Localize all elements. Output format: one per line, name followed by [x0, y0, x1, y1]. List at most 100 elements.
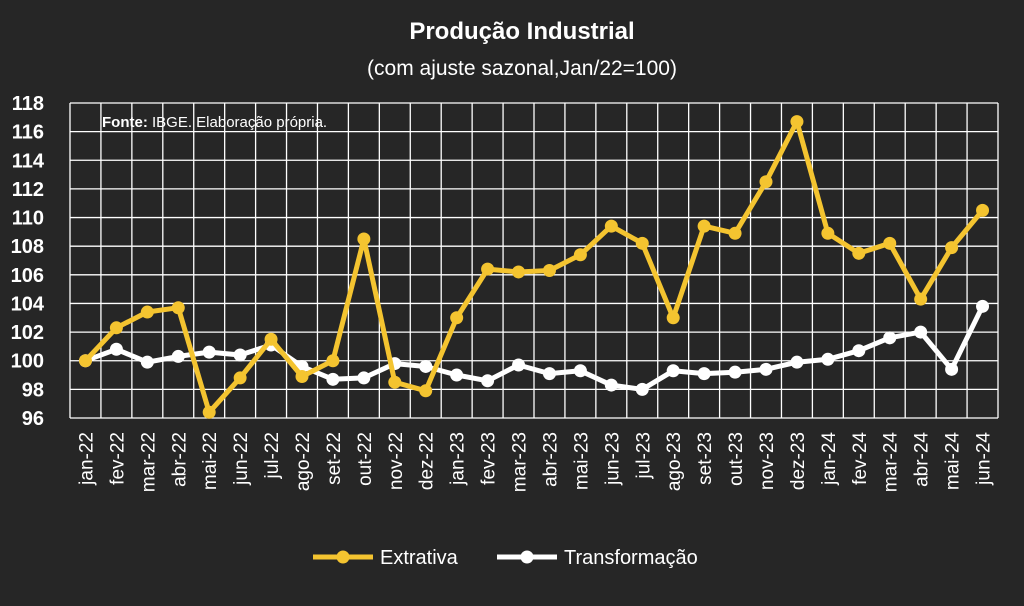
x-axis: jan-22 fev-22 mar-22 abr-22 mai-22 jun-22 jul-…	[76, 432, 994, 493]
data-point	[976, 203, 990, 217]
data-point	[140, 305, 154, 319]
y-tick-label: 108	[11, 236, 44, 258]
data-point	[78, 354, 92, 368]
y-tick-label: 116	[12, 122, 44, 144]
x-tick-label: dez-23	[788, 432, 809, 490]
data-point	[264, 332, 278, 346]
data-point	[697, 367, 711, 381]
legend-marker	[336, 550, 350, 564]
data-point	[140, 355, 154, 369]
legend-label: Transformação	[564, 547, 698, 569]
data-point	[604, 219, 618, 233]
x-tick-label: jan-22	[76, 432, 97, 486]
data-point	[326, 354, 340, 368]
series	[78, 115, 990, 419]
y-axis: 96 98 100 102 104 106 108 110 112 114 116 118	[11, 93, 45, 430]
data-point	[666, 364, 680, 378]
data-point	[852, 246, 866, 260]
data-point	[481, 374, 495, 388]
data-point	[635, 382, 649, 396]
x-tick-label: mai-23	[571, 432, 592, 490]
data-point	[419, 384, 433, 398]
y-tick-label: 102	[11, 322, 44, 344]
data-point	[202, 345, 216, 359]
data-point	[759, 362, 773, 376]
data-point	[419, 359, 433, 373]
data-point	[759, 175, 773, 189]
data-point	[573, 248, 587, 262]
x-tick-label: nov-23	[757, 432, 778, 490]
source-note-label: Fonte:	[102, 114, 148, 131]
data-point	[357, 371, 371, 385]
x-tick-label: jul-23	[633, 432, 654, 479]
data-point	[728, 365, 742, 379]
y-tick-label: 106	[11, 265, 44, 287]
data-point	[883, 236, 897, 250]
data-point	[852, 344, 866, 358]
x-tick-label: ago-22	[293, 432, 314, 491]
data-point	[388, 375, 402, 389]
legend-item: Transformação	[497, 547, 698, 569]
x-tick-label: fev-24	[850, 432, 871, 485]
data-point	[604, 378, 618, 392]
data-point	[821, 352, 835, 366]
legend-label: Extrativa	[380, 547, 459, 569]
data-point	[542, 367, 556, 381]
series-group	[78, 115, 990, 419]
data-point	[233, 348, 247, 362]
chart-subtitle: (com ajuste sazonal,Jan/22=100)	[367, 57, 677, 80]
data-point	[295, 369, 309, 383]
data-point	[542, 264, 556, 278]
y-tick-label: 100	[11, 351, 44, 373]
data-point	[697, 219, 711, 233]
data-point	[357, 232, 371, 246]
x-tick-label: jul-22	[262, 432, 283, 479]
x-tick-label: out-22	[355, 432, 376, 486]
data-point	[666, 311, 680, 325]
x-tick-label: abr-24	[912, 432, 933, 487]
y-tick-label: 118	[12, 93, 44, 115]
x-tick-label: dez-22	[417, 432, 438, 490]
x-tick-label: mar-22	[138, 432, 159, 492]
x-tick-label: out-23	[726, 432, 747, 486]
data-point	[945, 241, 959, 255]
y-tick-label: 98	[22, 379, 44, 401]
data-point	[512, 265, 526, 279]
data-point	[945, 362, 959, 376]
x-tick-label: nov-22	[386, 432, 407, 490]
data-point	[202, 405, 216, 419]
data-point	[635, 236, 649, 250]
data-point	[109, 321, 123, 335]
x-tick-label: ago-23	[664, 432, 685, 491]
data-point	[171, 349, 185, 363]
data-point	[914, 292, 928, 306]
x-tick-label: fev-23	[479, 432, 500, 485]
x-tick-label: mar-24	[881, 432, 902, 493]
legend-marker	[520, 550, 534, 564]
y-tick-label: 114	[12, 150, 45, 172]
x-tick-label: set-22	[324, 432, 345, 485]
x-tick-label: mar-23	[510, 432, 531, 492]
x-tick-label: set-23	[695, 432, 716, 485]
x-tick-label: jun-23	[602, 432, 623, 486]
x-tick-label: jun-24	[974, 432, 995, 486]
y-tick-label: 104	[11, 293, 45, 315]
x-tick-label: mai-24	[943, 432, 964, 491]
x-tick-label: jan-23	[448, 432, 469, 486]
chart-title: Produção Industrial	[409, 18, 634, 45]
x-tick-label: jun-22	[231, 432, 252, 486]
x-tick-label: fev-22	[107, 432, 128, 485]
y-tick-label: 112	[12, 179, 44, 201]
data-point	[512, 358, 526, 372]
data-point	[450, 368, 464, 382]
data-point	[171, 301, 185, 315]
data-point	[976, 299, 990, 313]
data-point	[109, 342, 123, 356]
legend-item: Extrativa	[313, 547, 459, 569]
legend: Extrativa Transformação	[313, 547, 698, 569]
x-tick-label: mai-22	[200, 432, 221, 490]
y-tick-label: 110	[12, 208, 44, 230]
data-point	[821, 226, 835, 240]
